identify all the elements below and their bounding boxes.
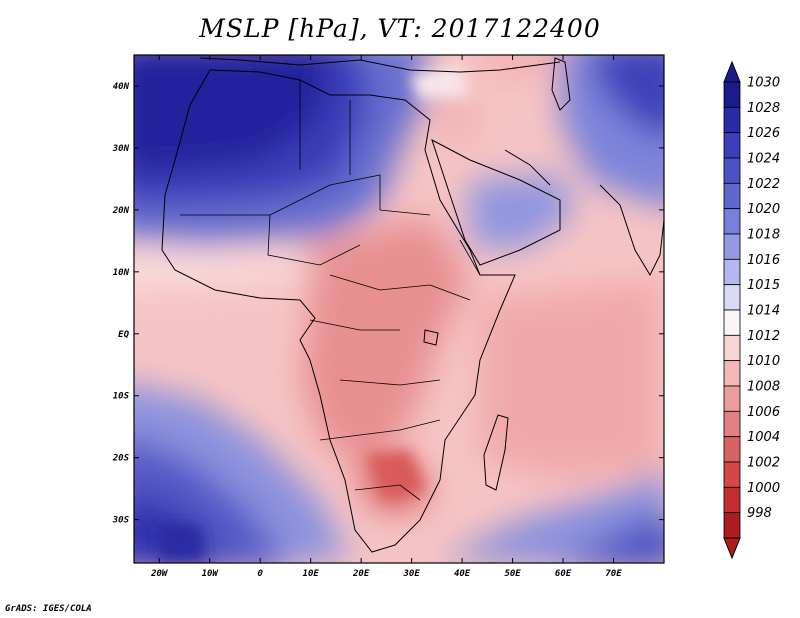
lake-victoria — [423, 329, 439, 346]
colorbar-segment — [723, 486, 741, 514]
lat-tick-label: 10S — [113, 392, 130, 402]
lon-tick-label: 20E — [352, 569, 370, 579]
colorbar-segment — [723, 309, 741, 336]
pressure-field — [134, 55, 664, 563]
colorbar-label: 1014 — [747, 304, 780, 319]
lon-tick-label: 30E — [402, 569, 420, 579]
colorbar-segment — [723, 208, 741, 235]
coastlines — [161, 57, 664, 553]
lon-tick-label: 50E — [504, 569, 521, 579]
arabia — [431, 138, 561, 266]
caspian — [551, 57, 571, 111]
colorbar-label: 1022 — [747, 177, 780, 192]
colorbar-label: 1016 — [747, 253, 780, 268]
colorbar-segment — [723, 182, 741, 210]
colorbar-segment — [723, 334, 741, 362]
africa-coastline — [161, 69, 516, 553]
plot-frame — [133, 54, 665, 564]
colorbar-top-arrow — [723, 60, 741, 83]
country-borders — [180, 80, 481, 501]
colorbar-segment — [723, 436, 741, 463]
latitude-axis: 40N 30N 20N 10N EQ 10S 20S 30S — [112, 82, 664, 526]
map-title: MSLP [hPa], VT: 2017122400 — [199, 14, 601, 43]
colorbar-label: 1010 — [747, 354, 780, 369]
europe-coast — [199, 57, 561, 73]
colorbar-segment — [723, 106, 741, 134]
colorbar-segment — [723, 81, 741, 108]
colorbar-segment — [723, 512, 741, 539]
grads-credit: GrADS: IGES/COLA — [5, 604, 92, 614]
lon-tick-label: 0 — [257, 569, 263, 579]
colorbar-label: 1015 — [747, 278, 780, 293]
colorbar-bottom-arrow — [723, 537, 741, 560]
lon-tick-label: 20W — [150, 569, 169, 579]
colorbar-segment — [723, 461, 741, 488]
lon-tick-label: 10W — [202, 569, 220, 579]
colorbar-segment — [723, 157, 741, 184]
colorbar-segment — [723, 385, 741, 412]
colorbar-label: 1004 — [747, 430, 780, 445]
colorbar-segment — [723, 410, 741, 438]
lat-tick-label: 20S — [112, 454, 130, 464]
persian-gulf — [504, 149, 551, 186]
longitude-axis: 20W 10W 0 10E 20E 30E 40E 50E 60E 70E — [150, 55, 622, 579]
colorbar-label: 1028 — [747, 101, 780, 116]
colorbar-label: 1002 — [747, 456, 780, 471]
lat-tick-label: 20N — [112, 206, 130, 216]
colorbar-label: 1008 — [747, 380, 780, 395]
colorbar-label: 1012 — [747, 329, 780, 344]
lon-tick-label: 10E — [303, 569, 320, 579]
colorbar-label: 1000 — [747, 481, 780, 496]
colorbar-label: 1030 — [747, 76, 780, 91]
colorbar-segment — [723, 132, 741, 159]
colorbar-label: 1026 — [747, 126, 780, 141]
colorbar-segment — [723, 258, 741, 286]
lat-tick-label: 30S — [112, 516, 130, 526]
lon-tick-label: 70E — [605, 569, 622, 579]
colorbar-label: 1024 — [747, 152, 780, 167]
lon-tick-label: 40E — [454, 569, 471, 579]
colorbar-label: 998 — [747, 506, 772, 521]
colorbar-segment — [723, 284, 741, 311]
colorbar-segment — [723, 360, 741, 387]
colorbar-label: 1018 — [747, 228, 780, 243]
lon-tick-label: 60E — [555, 569, 572, 579]
colorbar-label: 1006 — [747, 405, 780, 420]
colorbar: 1030 1028 1026 1024 1022 1020 1018 1016 1015 1014… — [723, 60, 780, 560]
india-coast — [599, 184, 664, 277]
lat-tick-label: 30N — [112, 144, 130, 154]
madagascar — [483, 414, 509, 491]
lat-tick-label: 40N — [113, 82, 130, 92]
colorbar-segment — [723, 233, 741, 260]
lat-tick-label: EQ — [118, 330, 129, 340]
colorbar-label: 1020 — [747, 202, 780, 217]
lat-tick-label: 10N — [113, 268, 130, 278]
